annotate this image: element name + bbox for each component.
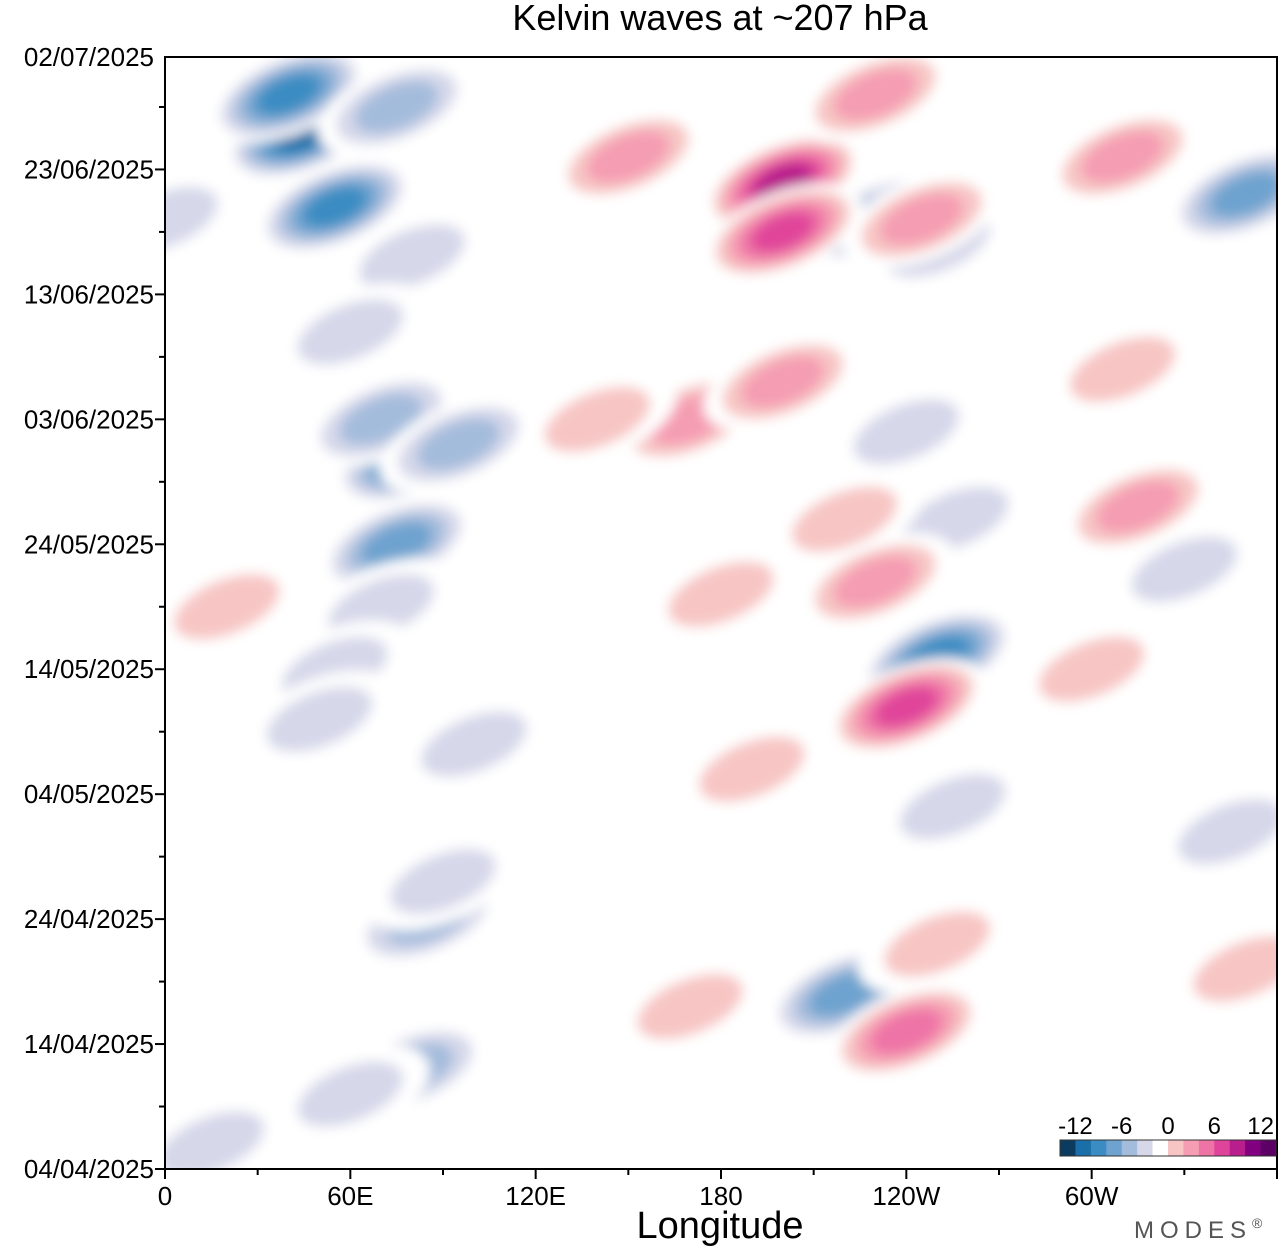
colorbar-swatch xyxy=(1106,1140,1123,1156)
colorbar-label: -6 xyxy=(1111,1113,1132,1140)
anomaly-blob xyxy=(880,193,964,246)
anomaly-blob xyxy=(791,486,898,553)
anomaly-blob xyxy=(355,80,439,133)
anomaly-blob xyxy=(1210,172,1277,217)
anomaly-blob xyxy=(1177,798,1277,865)
anomaly-blob xyxy=(173,573,280,640)
y-tick-label: 24/05/2025 xyxy=(24,529,154,559)
y-tick-label: 03/06/2025 xyxy=(24,404,154,434)
colorbar-swatch xyxy=(1198,1140,1215,1156)
anomaly-blob xyxy=(297,299,404,365)
colorbar-swatch xyxy=(1229,1140,1246,1156)
anomaly-blob xyxy=(1193,936,1277,1002)
x-tick-label: 60W xyxy=(1065,1181,1119,1211)
anomaly-blob xyxy=(303,187,367,227)
anomaly-blob xyxy=(1080,130,1165,183)
anomaly-blob xyxy=(884,911,991,977)
anomaly-blob xyxy=(359,224,466,290)
anomaly-blob xyxy=(871,1009,942,1054)
anomaly-blob xyxy=(809,971,880,1017)
anomaly-blob xyxy=(1096,480,1180,533)
x-axis-title: Longitude xyxy=(637,1205,804,1247)
anomaly-blob xyxy=(257,74,320,115)
colorbar-swatch xyxy=(1075,1140,1092,1156)
anomaly-blob xyxy=(297,1061,404,1127)
colorbar-label: 0 xyxy=(1161,1113,1174,1140)
brand-registered-mark: ® xyxy=(1252,1215,1268,1231)
anomaly-field xyxy=(165,57,1277,1169)
colorbar-frame xyxy=(1059,1139,1277,1157)
y-tick-label: 23/06/2025 xyxy=(24,154,154,184)
anomaly-blob xyxy=(1069,336,1176,403)
anomaly-blob xyxy=(1131,536,1238,603)
colorbar-swatch xyxy=(1152,1140,1169,1156)
colorbar-swatch xyxy=(1137,1140,1154,1156)
y-axis: 04/04/2025 14/04/2025 24/04/2025 04/05/2025… xyxy=(24,42,165,1184)
colorbar-swatch xyxy=(1214,1140,1231,1156)
colorbar-label: -12 xyxy=(1058,1113,1093,1140)
anomaly-blob xyxy=(833,68,918,121)
colorbar-legend: -12 -6 0 6 12 xyxy=(1058,1113,1277,1157)
y-tick-label: 02/07/2025 xyxy=(24,42,154,72)
colorbar-swatch xyxy=(1060,1140,1076,1156)
chart-title: Kelvin waves at ~207 hPa xyxy=(512,0,928,38)
colorbar-label: 12 xyxy=(1247,1113,1274,1140)
y-tick-label: 14/04/2025 xyxy=(24,1029,154,1059)
colorbar-swatch xyxy=(1168,1140,1184,1156)
colorbar-swatch xyxy=(1183,1140,1200,1156)
anomaly-blob xyxy=(741,355,825,408)
anomaly-blob xyxy=(390,848,496,915)
anomaly-blob xyxy=(899,773,1006,840)
x-tick-label: 0 xyxy=(158,1181,172,1211)
anomaly-blob xyxy=(544,386,651,453)
anomaly-blob xyxy=(165,1111,265,1169)
anomaly-blob xyxy=(266,686,373,753)
anomaly-blob xyxy=(586,130,670,183)
y-tick-label: 04/04/2025 xyxy=(24,1154,154,1184)
brand-name: MODES xyxy=(1134,1217,1252,1244)
colorbar-swatch xyxy=(1090,1140,1107,1156)
colorbar-swatch xyxy=(1245,1140,1262,1156)
colorbar-swatch xyxy=(1260,1140,1277,1156)
anomaly-blob xyxy=(698,736,805,802)
anomaly-blob xyxy=(833,555,918,608)
x-tick-label: 120W xyxy=(872,1181,940,1211)
y-tick-label: 14/05/2025 xyxy=(24,654,154,684)
colorbar-swatch xyxy=(1121,1140,1138,1156)
anomaly-blob xyxy=(875,686,938,727)
x-tick-label: 180 xyxy=(699,1181,742,1211)
x-tick-label: 120E xyxy=(505,1181,566,1211)
anomaly-blob xyxy=(420,711,527,777)
anomaly-blob xyxy=(416,418,501,471)
brand-logo: MODES® xyxy=(1134,1215,1268,1244)
anomaly-blob xyxy=(853,399,960,465)
anomaly-blob xyxy=(751,212,815,252)
colorbar-label: 6 xyxy=(1208,1113,1221,1140)
y-tick-label: 24/04/2025 xyxy=(24,904,154,934)
anomaly-blob xyxy=(361,522,432,567)
anomaly-blob xyxy=(668,561,774,628)
y-tick-label: 04/05/2025 xyxy=(24,779,154,809)
x-axis: 0 60E 120E 180 120W 60W xyxy=(158,1169,1278,1211)
x-tick-label: 60E xyxy=(327,1181,373,1211)
y-tick-label: 13/06/2025 xyxy=(24,279,154,309)
anomaly-blob xyxy=(1038,636,1145,703)
anomaly-blob xyxy=(637,973,744,1040)
